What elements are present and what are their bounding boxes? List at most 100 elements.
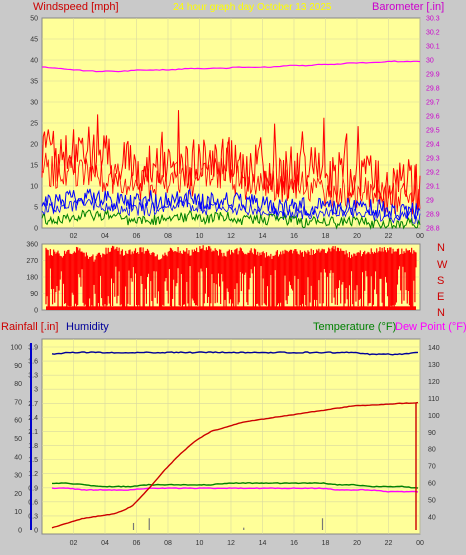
compass-label: E bbox=[437, 291, 444, 303]
climate-series bbox=[51, 351, 419, 530]
rainfall-tick-label: 1.5 bbox=[28, 457, 38, 464]
climate-x-tick-label: 04 bbox=[101, 540, 109, 547]
wind-grid bbox=[42, 18, 421, 228]
climate-grid bbox=[42, 339, 421, 534]
temperature-tick-label: 80 bbox=[428, 447, 436, 454]
humidity-tick-label: 40 bbox=[14, 454, 22, 461]
compass-label: N bbox=[437, 307, 445, 319]
wind-x-tick-label: 02 bbox=[70, 233, 78, 240]
wind-tick-label: 25 bbox=[30, 121, 38, 128]
barometer-tick-label: 29.8 bbox=[426, 86, 440, 93]
rainfall-line bbox=[51, 401, 419, 529]
direction-bar bbox=[46, 306, 416, 310]
barometer-axis-title: Barometer [.in] bbox=[372, 1, 444, 13]
wind-gust-line bbox=[41, 110, 421, 210]
wind-average-line bbox=[41, 188, 421, 222]
rainfall-tick-label: 1.2 bbox=[28, 471, 38, 478]
humidity-tick-label: 80 bbox=[14, 381, 22, 388]
humidity-axis-title: Humidity bbox=[66, 321, 109, 333]
rainfall-tick-label: 3.9 bbox=[28, 345, 38, 352]
rainfall-tick-label: 2.7 bbox=[28, 401, 38, 408]
humidity-tick-label: 60 bbox=[14, 418, 22, 425]
barometer-tick-label: 29.4 bbox=[426, 142, 440, 149]
barometer-y-axis: 28.8 28.9 29 29.1 29.2 29.3 29.4 29.5 29.6 29.7 29… bbox=[426, 16, 440, 233]
wind-x-tick-label: 14 bbox=[259, 233, 267, 240]
climate-x-tick-label: 08 bbox=[164, 540, 172, 547]
temperature-tick-label: 130 bbox=[428, 362, 440, 369]
rainfall-tick-label: 2.1 bbox=[28, 429, 38, 436]
barometer-tick-label: 29.7 bbox=[426, 100, 440, 107]
humidity-tick-label: 10 bbox=[14, 509, 22, 516]
rainfall-axis-title: Rainfall [.in] bbox=[1, 321, 58, 333]
direction-tick-label: 90 bbox=[30, 291, 38, 298]
barometer-tick-label: 30.1 bbox=[426, 44, 440, 51]
wind-y-axis: 0 5 10 15 20 25 30 35 40 45 50 bbox=[30, 16, 38, 233]
barometer-tick-label: 28.9 bbox=[426, 212, 440, 219]
climate-x-tick-label: 20 bbox=[353, 540, 361, 547]
humidity-y-axis: 0 10 20 30 40 50 60 70 80 90 100 bbox=[10, 345, 22, 535]
humidity-tick-label: 0 bbox=[18, 528, 22, 535]
climate-x-tick-label: 18 bbox=[322, 540, 330, 547]
wind-axis-title: Windspeed [mph] bbox=[33, 1, 119, 13]
direction-tick-label: 180 bbox=[26, 275, 38, 282]
direction-y-axis: 0 90 180 270 360 bbox=[26, 242, 38, 315]
temperature-y-axis: 40 50 60 70 80 90 100 110 120 130 140 bbox=[428, 345, 440, 522]
dew-point-line bbox=[51, 487, 419, 493]
compass-label: W bbox=[437, 259, 448, 271]
wind-x-tick-label: 10 bbox=[196, 233, 204, 240]
climate-x-tick-label: 10 bbox=[196, 540, 204, 547]
wind-x-tick-label: 16 bbox=[290, 233, 298, 240]
wind-tick-label: 50 bbox=[30, 16, 38, 23]
direction-tick-label: 270 bbox=[26, 258, 38, 265]
barometer-tick-label: 29 bbox=[426, 198, 434, 205]
barometer-tick-label: 30.2 bbox=[426, 30, 440, 37]
climate-x-tick-label: 12 bbox=[227, 540, 235, 547]
wind-tick-label: 20 bbox=[30, 142, 38, 149]
temperature-line bbox=[52, 482, 419, 489]
rainfall-tick-label: 3.6 bbox=[28, 359, 38, 366]
climate-x-tick-label: 06 bbox=[133, 540, 141, 547]
rainfall-tick-label: 3 bbox=[34, 387, 38, 394]
dew-point-axis-title: Dew Point (°F) bbox=[395, 321, 466, 333]
wind-series bbox=[41, 60, 421, 230]
humidity-tick-label: 50 bbox=[14, 436, 22, 443]
temperature-tick-label: 40 bbox=[428, 515, 436, 522]
wind-x-tick-label: 06 bbox=[133, 233, 141, 240]
temperature-tick-label: 140 bbox=[428, 345, 440, 352]
wind-tick-label: 15 bbox=[30, 163, 38, 170]
wind-x-tick-label: 04 bbox=[101, 233, 109, 240]
climate-x-tick-label: 02 bbox=[70, 540, 78, 547]
barometer-tick-label: 30.3 bbox=[426, 16, 440, 23]
temperature-tick-label: 110 bbox=[428, 396, 439, 403]
barometer-tick-label: 29.6 bbox=[426, 114, 440, 121]
humidity-tick-label: 70 bbox=[14, 399, 22, 406]
compass-label: N bbox=[437, 242, 445, 254]
climate-x-axis: 02 04 06 08 10 12 14 16 18 20 22 00 bbox=[70, 540, 424, 547]
barometer-tick-label: 29.1 bbox=[426, 184, 440, 191]
wind-tick-label: 10 bbox=[30, 184, 38, 191]
temperature-axis-title: Temperature (°F) bbox=[313, 321, 396, 333]
temperature-tick-label: 60 bbox=[428, 481, 436, 488]
humidity-axis-bar bbox=[30, 343, 32, 530]
rainfall-tick-label: 0.6 bbox=[28, 499, 38, 506]
wind-tick-label: 30 bbox=[30, 100, 38, 107]
rainfall-y-axis: 0 0.3 0.6 0.9 1.2 1.5 1.8 2.1 2.4 2.7 3 3.3 3.6 3.9 bbox=[28, 345, 38, 535]
temperature-tick-label: 120 bbox=[428, 379, 440, 386]
humidity-line bbox=[51, 351, 419, 356]
humidity-tick-label: 20 bbox=[14, 491, 22, 498]
wind-low-line bbox=[41, 209, 421, 230]
barometer-tick-label: 29.9 bbox=[426, 72, 440, 79]
chart-title: 24 hour graph day October 13 2025 bbox=[173, 2, 332, 13]
climate-x-tick-label: 00 bbox=[416, 540, 424, 547]
barometer-tick-label: 28.8 bbox=[426, 226, 440, 233]
direction-tick-label: 360 bbox=[26, 242, 38, 249]
temperature-tick-label: 100 bbox=[428, 413, 440, 420]
wind-tick-label: 40 bbox=[30, 58, 38, 65]
wind-tick-label: 0 bbox=[34, 226, 38, 233]
rainfall-tick-label: 3.3 bbox=[28, 373, 38, 380]
humidity-tick-label: 90 bbox=[14, 363, 22, 370]
wind-tick-label: 5 bbox=[34, 205, 38, 212]
wind-x-tick-label: 20 bbox=[353, 233, 361, 240]
barometer-tick-label: 30 bbox=[426, 58, 434, 65]
